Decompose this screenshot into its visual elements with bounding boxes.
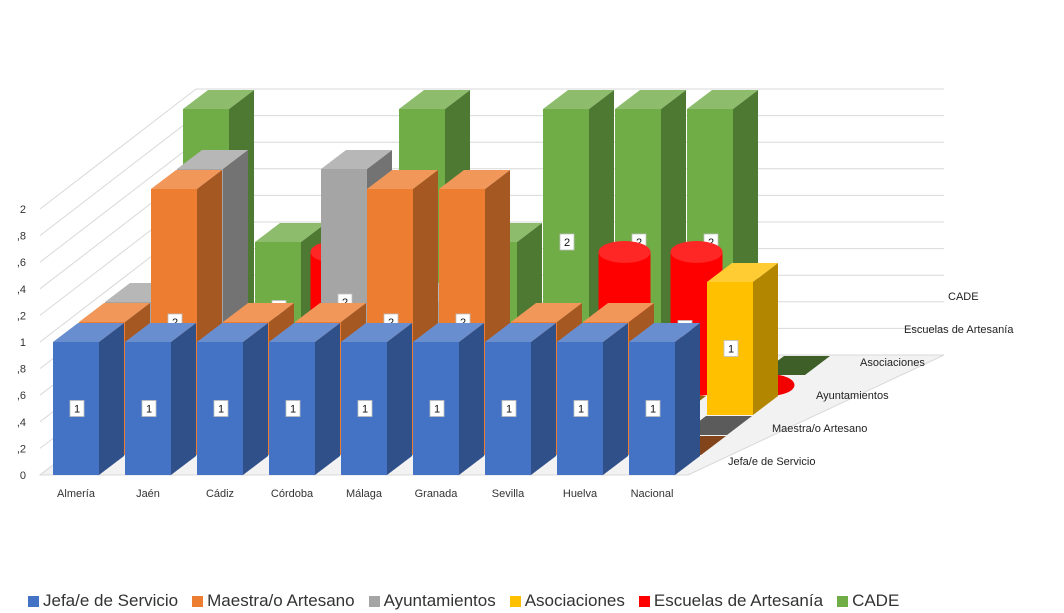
data-label: 1: [501, 400, 517, 417]
depth-tick-label: Asociaciones: [860, 357, 925, 369]
svg-text:1: 1: [74, 404, 80, 416]
data-label: 1: [69, 400, 85, 417]
data-label: 1: [213, 400, 229, 417]
y-tick-label: ,2: [17, 443, 26, 455]
x-tick-label: Nacional: [631, 488, 674, 500]
x-tick-label: Córdoba: [271, 488, 314, 500]
bar-jefa-e-de-servicio-3: 1: [269, 323, 340, 475]
legend-item: Ayuntamientos: [368, 590, 496, 612]
bar-jefa-e-de-servicio-4: 1: [341, 323, 412, 475]
legend-swatch: [28, 595, 39, 607]
y-axis: 0 ,2 ,4 ,6 ,8 1 ,2 ,4 ,6 ,8 2: [17, 204, 26, 482]
legend-item: Asociaciones: [509, 590, 625, 612]
y-tick-label: ,6: [17, 390, 26, 402]
data-label: 1: [429, 400, 445, 417]
bar-jefa-e-de-servicio-7: 1: [557, 323, 628, 475]
x-axis: Almería Jaén Cádiz Córdoba Málaga Granada Sevi…: [57, 488, 673, 500]
y-tick-label: ,8: [17, 231, 26, 243]
bar-jefa-e-de-servicio-5: 1: [413, 323, 484, 475]
legend-swatch: [368, 595, 380, 607]
svg-text:1: 1: [434, 404, 440, 416]
legend-item: CADE: [837, 590, 899, 612]
y-tick-label: ,6: [17, 257, 26, 269]
x-tick-label: Granada: [415, 488, 459, 500]
y-tick-label: 2: [20, 204, 26, 216]
legend-item: Escuelas de Artesanía: [638, 590, 824, 612]
legend-swatch: [509, 595, 521, 607]
svg-text:1: 1: [218, 404, 224, 416]
legend-item: Maestra/o Artesano: [192, 590, 355, 612]
y-tick-label: 1: [20, 337, 26, 349]
y-tick-label: ,4: [17, 417, 26, 429]
bar-jefa-e-de-servicio-2: 1: [197, 323, 268, 475]
svg-text:1: 1: [146, 404, 152, 416]
x-tick-label: Almería: [57, 488, 96, 500]
y-tick-label: 0: [20, 470, 26, 482]
x-tick-label: Cádiz: [206, 488, 234, 500]
depth-tick-label: CADE: [948, 291, 979, 303]
y-tick-label: ,2: [17, 310, 26, 322]
data-label: 1: [573, 400, 589, 417]
bar-jefa-e-de-servicio-8: 1: [629, 323, 700, 475]
bar-jefa-e-de-servicio-6: 1: [485, 323, 556, 475]
data-label: 2: [559, 233, 575, 251]
gridline-side: [39, 141, 197, 263]
bars: 21212221111122112112211111111111: [53, 90, 830, 475]
legend-label: Ayuntamientos: [383, 591, 496, 610]
legend-label: Asociaciones: [524, 591, 625, 610]
data-label: 1: [285, 400, 301, 417]
svg-text:1: 1: [506, 404, 512, 416]
x-tick-label: Sevilla: [492, 488, 525, 500]
svg-text:1: 1: [650, 404, 656, 416]
depth-tick-label: Ayuntamientos: [816, 390, 889, 402]
svg-text:1: 1: [578, 404, 584, 416]
data-label: 1: [723, 340, 739, 357]
series-0: 1 1 1 1 1 1 1 1 1: [53, 323, 700, 475]
bar-jefa-e-de-servicio-1: 1: [125, 323, 196, 475]
x-tick-label: Jaén: [136, 488, 160, 500]
svg-text:2: 2: [564, 237, 570, 249]
svg-text:1: 1: [290, 404, 296, 416]
bar-jefa-e-de-servicio-0: 1: [53, 323, 124, 475]
depth-axis: Jefa/e de Servicio Maestra/o Artesano Ayun…: [728, 291, 1014, 468]
gridline-side: [39, 115, 197, 236]
legend-swatch: [837, 595, 849, 607]
svg-text:1: 1: [728, 344, 734, 356]
data-label: 1: [357, 400, 373, 417]
legend-label: CADE: [852, 591, 900, 610]
x-tick-label: Málaga: [346, 488, 383, 500]
gridline-side: [39, 88, 197, 210]
svg-text:1: 1: [362, 404, 368, 416]
bar-asociaciones-8: 1: [707, 263, 778, 415]
x-tick-label: Huelva: [563, 488, 598, 500]
legend-label: Jefa/e de Servicio: [43, 591, 179, 610]
legend-swatch: [192, 595, 204, 607]
y-tick-label: ,4: [17, 284, 26, 296]
depth-tick-label: Jefa/e de Servicio: [728, 456, 815, 468]
depth-tick-label: Maestra/o Artesano: [772, 423, 867, 435]
legend-label: Maestra/o Artesano: [207, 591, 355, 610]
legend-swatch: [638, 595, 650, 607]
legend-item: Jefa/e de Servicio: [28, 590, 178, 612]
y-tick-label: ,8: [17, 364, 26, 376]
legend-label: Escuelas de Artesanía: [653, 591, 824, 610]
data-label: 1: [141, 400, 157, 417]
data-label: 1: [645, 400, 661, 417]
legend: Jefa/e de Servicio Maestra/o Artesano Ayun…: [28, 590, 1064, 612]
depth-tick-label: Escuelas de Artesanía: [904, 324, 1014, 336]
